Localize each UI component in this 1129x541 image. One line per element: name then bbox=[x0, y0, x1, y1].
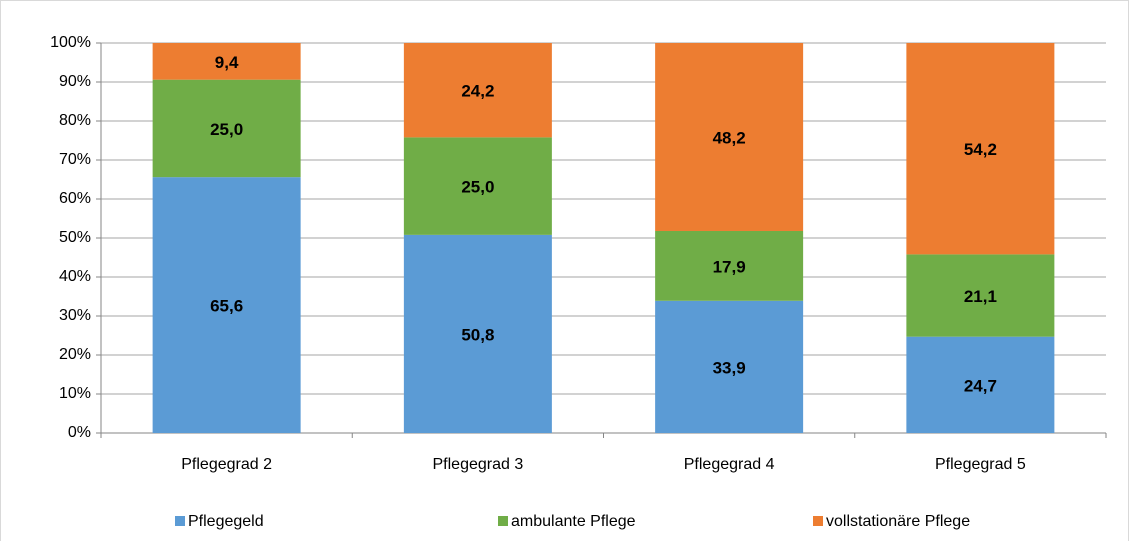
y-tick-label: 40% bbox=[59, 268, 91, 285]
data-label: 17,9 bbox=[713, 257, 746, 276]
x-tick-label: Pflegegrad 5 bbox=[935, 456, 1026, 473]
data-label: 48,2 bbox=[713, 128, 746, 147]
bar-segment bbox=[152, 43, 301, 80]
data-label: 50,8 bbox=[461, 325, 494, 344]
x-tick-label: Pflegegrad 3 bbox=[433, 456, 524, 473]
legend-label: vollstationäre Pflege bbox=[826, 513, 970, 530]
data-label: 25,0 bbox=[461, 178, 494, 197]
legend-label: Pflegegeld bbox=[188, 513, 264, 530]
data-label: 33,9 bbox=[713, 358, 746, 377]
bar-segment bbox=[906, 254, 1055, 337]
legend-label: ambulante Pflege bbox=[511, 513, 636, 530]
y-tick-label: 0% bbox=[68, 424, 91, 441]
y-tick-label: 80% bbox=[59, 112, 91, 129]
bar-segment bbox=[152, 79, 301, 178]
data-label: 25,0 bbox=[210, 120, 243, 139]
data-label: 65,6 bbox=[210, 297, 243, 316]
bar-segment bbox=[403, 137, 552, 235]
y-tick-label: 70% bbox=[59, 151, 91, 168]
data-label: 21,1 bbox=[964, 287, 997, 306]
y-tick-label: 90% bbox=[59, 73, 91, 90]
bar-segment bbox=[403, 234, 552, 433]
y-tick-label: 20% bbox=[59, 346, 91, 363]
bar-segment bbox=[403, 43, 552, 138]
legend-swatch bbox=[175, 516, 185, 526]
y-tick-label: 10% bbox=[59, 385, 91, 402]
legend-swatch bbox=[813, 516, 823, 526]
y-tick-label: 30% bbox=[59, 307, 91, 324]
data-label: 24,2 bbox=[461, 82, 494, 101]
legend-swatch bbox=[498, 516, 508, 526]
data-label: 24,7 bbox=[964, 376, 997, 395]
y-tick-label: 100% bbox=[50, 34, 91, 51]
y-tick-label: 60% bbox=[59, 190, 91, 207]
bar-segment bbox=[152, 177, 301, 433]
y-tick-label: 50% bbox=[59, 229, 91, 246]
x-tick-label: Pflegegrad 4 bbox=[684, 456, 775, 473]
bar-segment bbox=[906, 43, 1055, 255]
data-label: 54,2 bbox=[964, 140, 997, 159]
bar-segment bbox=[655, 230, 804, 301]
bar-segment bbox=[655, 300, 804, 433]
bar-segment bbox=[655, 43, 804, 231]
x-tick-label: Pflegegrad 2 bbox=[181, 456, 272, 473]
data-label: 9,4 bbox=[215, 53, 239, 72]
bar-segment bbox=[906, 336, 1055, 433]
